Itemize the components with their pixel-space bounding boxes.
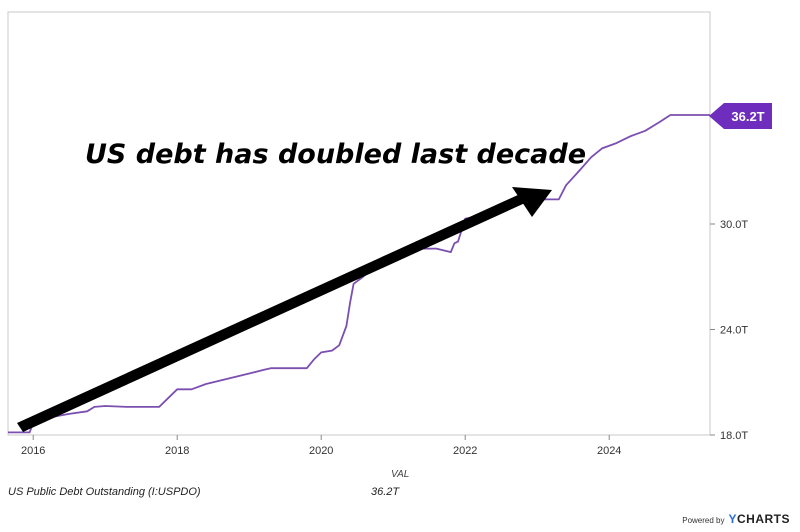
powered-by-credit[interactable]: Powered by YCHARTS	[682, 512, 790, 526]
y-tick-label: 18.0T	[720, 430, 748, 442]
series-layer	[8, 114, 710, 434]
ycharts-logo-y: Y	[728, 512, 737, 526]
trend-arrow	[17, 187, 552, 432]
ycharts-logo-text: CHARTS	[737, 512, 790, 526]
plot-area-border	[7, 11, 711, 436]
last-value-badge-shape	[709, 103, 772, 129]
legend-table: VAL US Public Debt Outstanding (I:USPDO)…	[8, 466, 792, 506]
powered-by-text: Powered by	[682, 516, 725, 525]
x-tick-label: 2020	[309, 445, 333, 457]
x-tick-label: 2022	[453, 445, 477, 457]
line-chart: 2016 2018 2020 2022 2024 18.0T 24.0T 30.0T US …	[7, 11, 772, 457]
y-tick-label: 24.0T	[720, 325, 748, 337]
y-axis: 18.0T 24.0T 30.0T	[710, 219, 748, 442]
x-axis: 2016 2018 2020 2022 2024	[21, 435, 621, 457]
legend-series-value: 36.2T	[371, 486, 400, 498]
series-line	[8, 114, 710, 434]
x-tick-label: 2016	[21, 445, 45, 457]
legend-series-label[interactable]: US Public Debt Outstanding (I:USPDO)	[8, 486, 201, 498]
y-tick-label: 30.0T	[720, 219, 748, 231]
x-tick-label: 2024	[597, 445, 621, 457]
last-value-badge-text: 36.2T	[731, 109, 764, 124]
x-tick-label: 2018	[165, 445, 189, 457]
legend-column-header: VAL	[391, 469, 410, 480]
ycharts-logo: YCHARTS	[728, 512, 790, 526]
annotation-text: US debt has doubled last decade	[85, 139, 586, 170]
trend-arrow-head	[512, 187, 552, 217]
last-value-badge: 36.2T	[709, 103, 772, 129]
trend-arrow-shaft	[17, 189, 536, 432]
